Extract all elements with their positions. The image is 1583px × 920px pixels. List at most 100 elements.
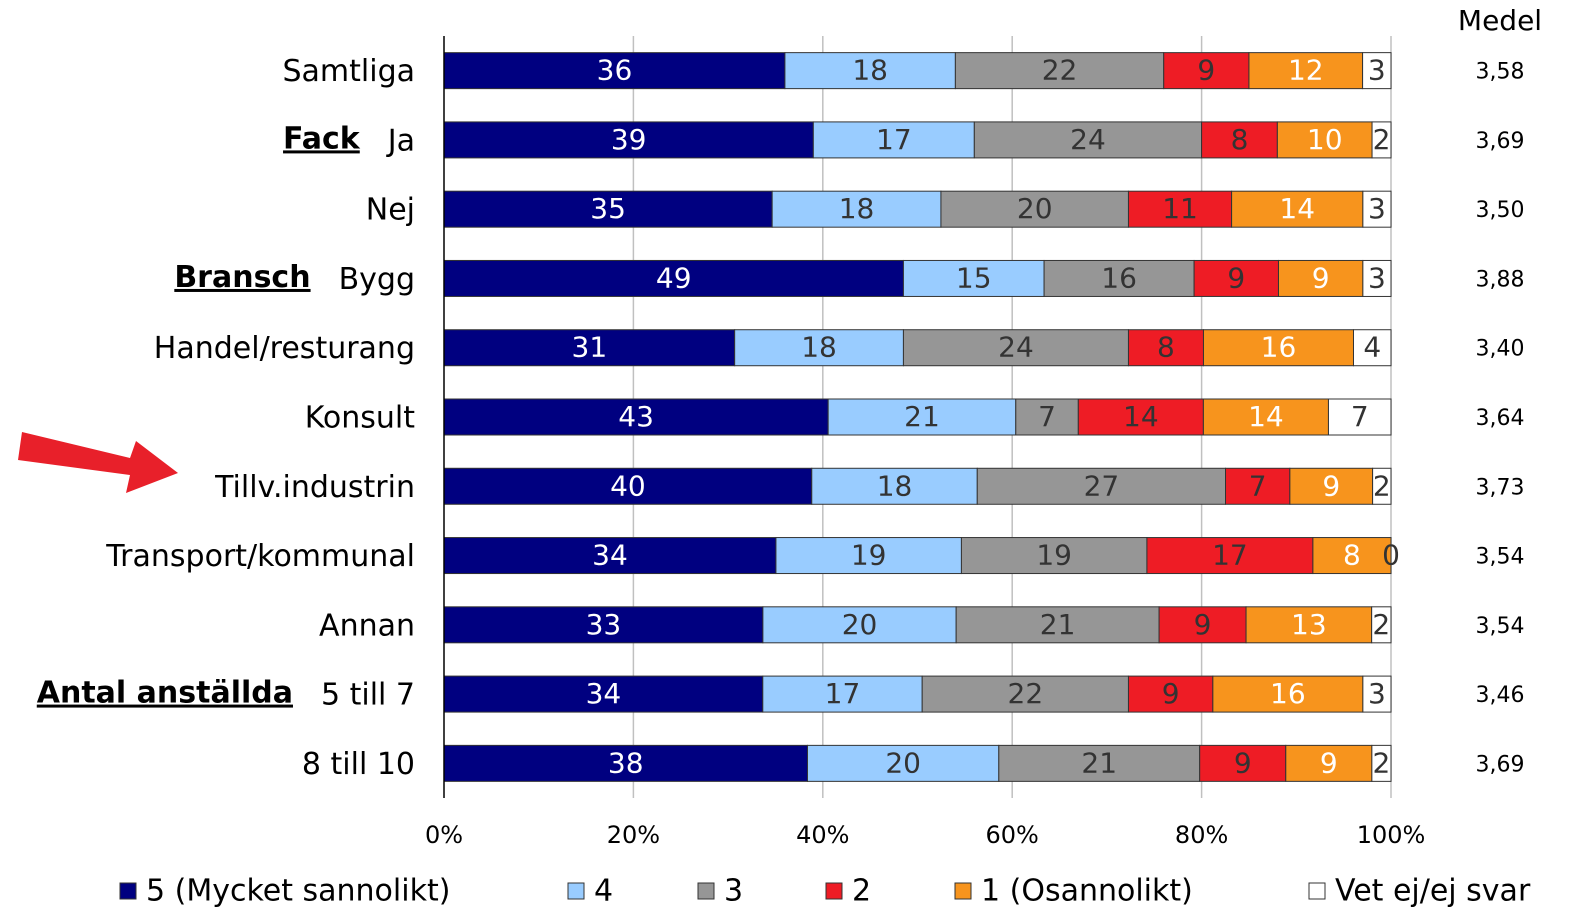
data-label: 24 [1070,123,1106,156]
bar-segment [1277,259,1364,297]
legend-label: 2 [852,874,871,909]
bar-segment [1043,259,1195,297]
data-label: 3 [1368,677,1386,710]
data-label: 34 [586,677,622,710]
data-label: 17 [825,677,861,710]
legend-swatch [1308,882,1326,900]
data-label: 22 [1042,54,1078,87]
bar-segment [976,467,1227,505]
category-label: Transport/kommunal [105,539,415,574]
medel-value: 3,46 [1476,683,1525,708]
data-label: 14 [1248,400,1284,433]
bar-segment [1371,744,1392,782]
data-label: 9 [1197,54,1215,87]
bar-segment [955,606,1160,644]
bar-segment [1362,675,1392,713]
bar-segment [940,190,1129,228]
bar-segment [1127,675,1214,713]
data-label: 36 [597,54,633,87]
data-label: 49 [656,261,692,294]
bar-segment [1231,190,1364,228]
data-label: 11 [1162,192,1198,225]
bar-segment [443,190,773,228]
bar-segment [1202,398,1329,436]
bar-segment [1225,467,1291,505]
data-label: 7 [1249,469,1267,502]
data-label: 19 [1036,539,1072,572]
bar-segment [1276,121,1373,159]
bar-segment [1371,121,1392,159]
data-label: 3 [1368,54,1386,87]
bar-segment [771,190,942,228]
data-label: 20 [1017,192,1053,225]
bar-segment [1199,744,1287,782]
medel-value: 3,73 [1476,475,1525,500]
group-label: Bransch [174,260,310,295]
data-label: 3 [1368,261,1386,294]
x-tick-label: 100% [1357,821,1426,849]
data-label: 2 [1372,608,1390,641]
bar-segment [1371,606,1392,644]
data-label: 9 [1320,746,1338,779]
bar-segment [443,259,904,297]
data-label: 4 [1363,331,1381,364]
category-label: 8 till 10 [302,747,415,782]
medel-value: 3,50 [1476,198,1525,223]
data-label: 7 [1038,400,1056,433]
medel-title: Medel [1458,4,1542,37]
arrow [18,432,178,493]
bar-segment [1289,467,1374,505]
legend-swatch [825,882,843,900]
data-label: 15 [956,261,992,294]
group-label: Fack [283,121,361,156]
data-label: 7 [1351,400,1369,433]
data-label: 2 [1373,746,1391,779]
legend-swatch [954,882,972,900]
bar-segment [762,606,957,644]
bar-segment [902,329,1129,367]
data-label: 19 [851,539,887,572]
data-label: 8 [1157,331,1175,364]
bar-segment [443,398,829,436]
bar-segment [1077,398,1204,436]
bar-segment [443,52,786,90]
data-label: 0 [1382,539,1400,572]
bar-segment [1362,259,1392,297]
data-label: 43 [618,400,654,433]
medel-value: 3,69 [1476,752,1525,777]
bar-segment [443,121,814,159]
data-label: 40 [610,469,646,502]
bar-segment [1352,329,1392,367]
legend-label: 4 [594,874,613,909]
data-label: 34 [592,539,628,572]
x-tick-label: 60% [986,821,1039,849]
data-label: 14 [1123,400,1159,433]
legend-label: Vet ej/ej svar [1335,874,1531,909]
bar-segment [443,329,736,367]
bar-segment [1158,606,1247,644]
data-label: 33 [586,608,622,641]
data-label: 10 [1307,123,1343,156]
data-label: 9 [1234,746,1252,779]
bar-segment [1312,537,1392,575]
bar-segment [1372,467,1392,505]
data-label: 14 [1279,192,1315,225]
data-label: 20 [885,746,921,779]
category-label: 5 till 7 [321,678,415,713]
category-label: Bygg [339,262,415,297]
data-label: 20 [842,608,878,641]
category-label: Samtliga [282,54,415,89]
data-label: 13 [1291,608,1327,641]
bar-segment [1362,52,1392,90]
bar-segment [973,121,1203,159]
data-label: 39 [611,123,647,156]
bar-segment [443,606,764,644]
bar-segment [1248,52,1364,90]
data-label: 9 [1162,677,1180,710]
data-label: 3 [1368,192,1386,225]
bar-segment [921,675,1129,713]
data-label: 17 [876,123,912,156]
bar-segment [902,259,1045,297]
data-label: 31 [572,331,608,364]
